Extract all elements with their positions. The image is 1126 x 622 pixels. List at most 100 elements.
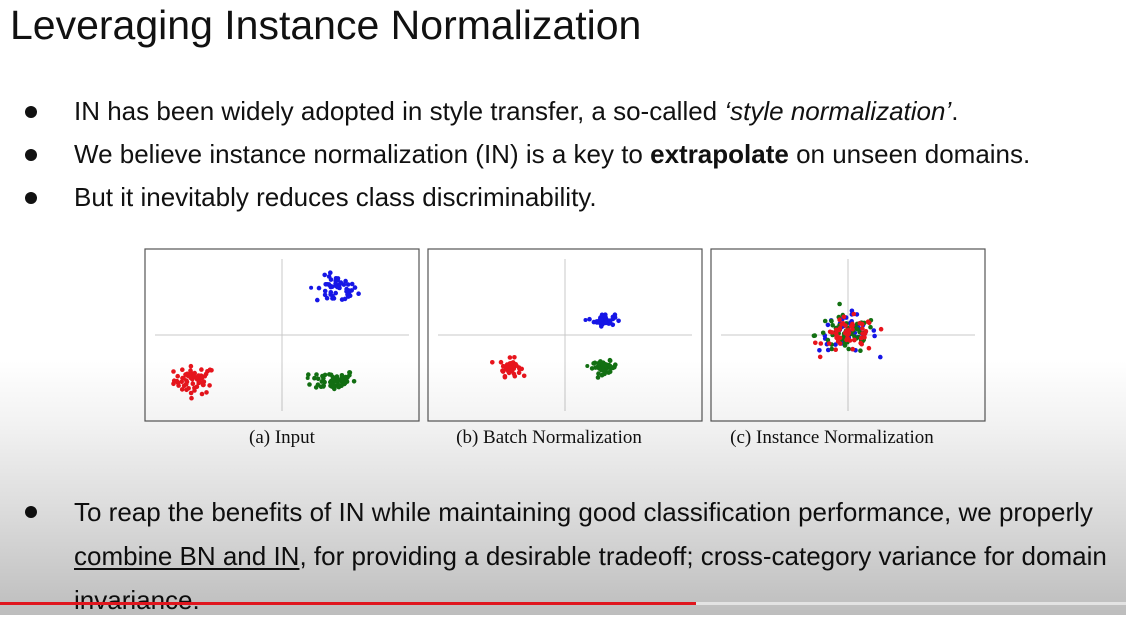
scatter-point — [607, 369, 613, 374]
scatter-point — [826, 341, 832, 346]
scatter-point — [594, 319, 600, 324]
scatter-point — [188, 370, 194, 376]
slide-title: Leveraging Instance Normalization — [10, 2, 642, 48]
scatter-point — [844, 337, 849, 343]
scatter-point — [878, 326, 884, 332]
scatter-point — [343, 379, 348, 385]
scatter-point — [871, 328, 877, 333]
scatter-point — [506, 369, 511, 374]
scatter-point — [841, 314, 847, 320]
scatter-point — [868, 324, 873, 330]
scatter-point — [339, 297, 345, 302]
text-run: , for providing a desirable tradeoff; cr… — [74, 541, 1107, 615]
scatter-point — [336, 384, 342, 390]
scatter-point — [199, 375, 205, 381]
scatter-point — [352, 285, 358, 290]
scatter-point — [171, 369, 176, 374]
scatter-point — [343, 278, 348, 284]
scatter-point — [184, 378, 189, 383]
scatter-point — [321, 375, 326, 381]
scatter-point — [596, 371, 601, 376]
scatter-point — [818, 341, 824, 346]
bullet-item: But it inevitably reduces class discrimi… — [0, 176, 1030, 219]
scatter-point — [328, 290, 334, 295]
scatter-point — [839, 322, 844, 327]
video-progress-played — [0, 602, 696, 605]
scatter-point — [600, 321, 605, 327]
scatter-point — [852, 337, 857, 343]
scatter-point — [835, 339, 841, 344]
scatter-point — [180, 375, 185, 381]
scatter-point — [194, 384, 200, 389]
scatter-point — [521, 373, 527, 379]
scatter-point — [334, 374, 340, 379]
scatter-point — [197, 379, 203, 385]
scatter-point — [878, 354, 883, 360]
scatter-point — [857, 320, 863, 326]
scatter-figure: (a) Input (b) Batch Normalization (c) Inst… — [144, 248, 986, 448]
scatter-point — [811, 333, 817, 339]
scatter-point — [502, 374, 508, 380]
scatter-point — [833, 347, 838, 352]
scatter-point — [612, 312, 618, 317]
bullet-dot — [25, 106, 37, 118]
scatter-point — [333, 281, 338, 286]
scatter-point — [192, 388, 197, 393]
scatter-point — [837, 317, 842, 322]
scatter-point — [607, 358, 613, 363]
bullet-text: But it inevitably reduces class discrimi… — [74, 182, 597, 212]
scatter-point — [599, 312, 605, 318]
text-run: We believe instance normalization (IN) i… — [74, 139, 651, 169]
scatter-point — [189, 395, 194, 401]
scatter-point — [347, 293, 353, 298]
text-run: on unseen domains. — [788, 139, 1031, 169]
scatter-point — [188, 375, 193, 381]
scatter-point — [833, 342, 838, 347]
scatter-point — [603, 320, 609, 326]
scatter-point — [507, 361, 513, 366]
scatter-point — [179, 379, 184, 385]
scatter-point — [347, 370, 352, 375]
scatter-point — [315, 297, 320, 303]
scatter-point — [820, 330, 826, 336]
scatter-point — [845, 327, 851, 333]
scatter-point — [860, 326, 865, 331]
scatter-point — [338, 280, 344, 285]
scatter-point — [309, 285, 314, 290]
scatter-point — [859, 341, 864, 347]
scatter-point — [186, 386, 191, 391]
bullet-list: IN has been widely adopted in style tran… — [0, 90, 1030, 219]
scatter-point — [337, 285, 342, 290]
scatter-point — [305, 376, 310, 380]
scatter-point — [315, 376, 321, 382]
scatter-point — [349, 281, 355, 287]
scatter-point — [602, 363, 608, 368]
scatter-point — [850, 346, 855, 352]
scatter-point — [331, 296, 337, 301]
scatter-point — [835, 334, 840, 339]
scatter-point — [344, 286, 349, 292]
bullet-text: We believe instance normalization (IN) i… — [74, 139, 1030, 169]
scatter-point — [356, 291, 361, 296]
scatter-point — [507, 355, 513, 360]
scatter-point — [190, 381, 196, 386]
scatter-point — [328, 284, 334, 290]
scatter-point — [610, 316, 616, 322]
scatter-point — [339, 375, 345, 380]
scatter-point — [185, 371, 190, 377]
scatter-point — [322, 288, 328, 294]
scatter-point — [849, 323, 854, 329]
scatter-point — [345, 282, 351, 287]
video-progress-bar[interactable] — [0, 602, 1126, 605]
scatter-point — [329, 381, 334, 386]
scatter-point — [830, 330, 835, 335]
text-run: . — [951, 96, 959, 126]
scatter-point — [351, 379, 357, 384]
scatter-point — [601, 368, 606, 373]
scatter-point — [199, 367, 204, 372]
scatter-point — [204, 390, 209, 395]
scatter-point — [207, 367, 213, 373]
scatter-point — [335, 277, 340, 283]
scatter-point — [333, 290, 338, 296]
scatter-point — [512, 355, 517, 360]
